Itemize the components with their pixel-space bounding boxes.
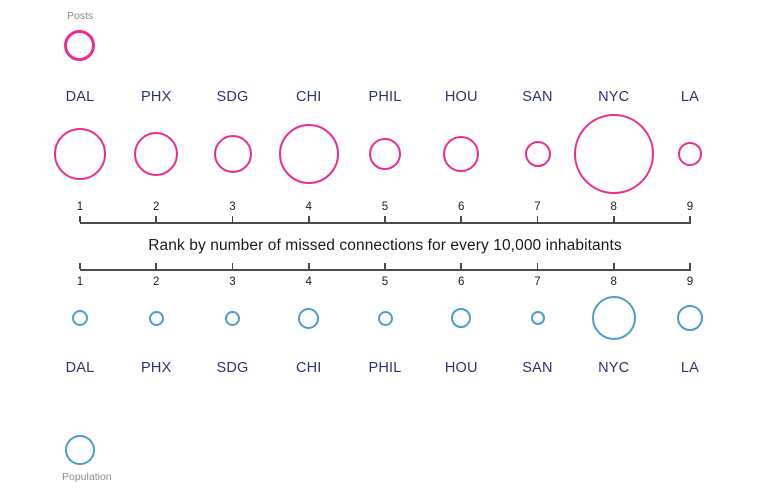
city-label-bottom-hou: HOU	[444, 360, 478, 376]
posts-bubble-phil	[369, 138, 401, 170]
bottom-axis-tick-2	[155, 263, 158, 269]
posts-legend-label: Posts	[67, 10, 94, 22]
bottom-axis-tick-1	[79, 263, 81, 269]
city-label-top-san: SAN	[522, 89, 553, 105]
city-label-bottom-sdg: SDG	[216, 360, 249, 376]
top-axis-tick-label-6: 6	[458, 201, 465, 213]
top-axis-tick-6	[460, 216, 463, 222]
city-label-bottom-phil: PHIL	[368, 360, 402, 376]
top-axis-tick-label-4: 4	[305, 201, 312, 213]
city-label-top-sdg: SDG	[216, 89, 249, 105]
city-label-top-chi: CHI	[295, 89, 322, 105]
city-label-top-dal: DAL	[65, 89, 95, 105]
bottom-axis-tick-4	[307, 263, 310, 269]
bottom-axis-tick-label-5: 5	[381, 276, 389, 288]
top-axis-tick-label-7: 7	[534, 201, 541, 213]
population-bubble-dal	[72, 310, 88, 326]
city-label-top-phil: PHIL	[368, 89, 402, 105]
population-bubble-chi	[298, 307, 320, 329]
bottom-axis-tick-5	[384, 263, 386, 269]
city-label-top-nyc: NYC	[598, 89, 630, 105]
top-axis-tick-label-2: 2	[153, 201, 160, 213]
population-bubble-sdg	[225, 310, 240, 326]
bottom-axis-tick-7	[536, 263, 539, 269]
top-axis-tick-2	[155, 216, 158, 222]
population-legend-label: Population	[62, 471, 112, 483]
top-axis-tick-label-5: 5	[381, 201, 389, 213]
top-axis-tick-9	[689, 216, 691, 222]
top-axis-tick-4	[307, 216, 310, 222]
posts-bubble-hou	[443, 136, 480, 172]
bottom-axis-tick-label-1: 1	[76, 276, 84, 288]
posts-bubble-la	[678, 142, 702, 166]
top-axis-tick-label-9: 9	[686, 201, 694, 213]
bottom-axis-tick-6	[460, 263, 463, 269]
bottom-axis-tick-label-2: 2	[153, 276, 160, 288]
population-bubble-san	[530, 311, 545, 325]
population-bubble-la	[677, 305, 703, 331]
bottom-axis-tick-label-7: 7	[534, 276, 541, 288]
city-label-bottom-phx: PHX	[141, 360, 172, 376]
bottom-axis-tick-label-9: 9	[686, 276, 694, 288]
posts-bubble-chi	[278, 124, 339, 184]
top-axis-line	[80, 222, 691, 224]
posts-bubble-phx	[134, 132, 179, 176]
city-label-bottom-nyc: NYC	[598, 360, 630, 376]
city-label-bottom-san: SAN	[522, 360, 553, 376]
bottom-axis-tick-8	[612, 263, 615, 269]
posts-bubble-nyc	[573, 114, 654, 194]
city-label-bottom-la: LA	[680, 360, 700, 376]
bottom-axis-tick-9	[689, 263, 691, 269]
city-label-top-hou: HOU	[444, 89, 478, 105]
top-axis-tick-7	[536, 216, 539, 222]
top-axis-tick-1	[79, 216, 81, 222]
top-axis-tick-8	[612, 216, 615, 222]
city-label-top-la: LA	[680, 89, 700, 105]
chart-title: Rank by number of missed connections for…	[148, 237, 622, 254]
bottom-axis-tick-label-6: 6	[458, 276, 465, 288]
population-legend-circle	[65, 435, 95, 465]
population-bubble-hou	[451, 308, 472, 328]
population-bubble-phx	[148, 310, 164, 326]
population-bubble-phil	[377, 310, 393, 326]
posts-bubble-dal	[54, 128, 106, 180]
bottom-axis-tick-label-4: 4	[305, 276, 312, 288]
top-axis-tick-label-1: 1	[76, 201, 84, 213]
posts-bubble-sdg	[213, 135, 252, 173]
population-bubble-nyc	[591, 296, 636, 340]
bottom-axis-tick-label-3: 3	[229, 276, 236, 288]
top-axis-tick-3	[231, 216, 234, 222]
top-axis-tick-5	[384, 216, 386, 222]
posts-bubble-san	[524, 141, 551, 167]
bottom-axis-tick-label-8: 8	[610, 276, 617, 288]
city-label-top-phx: PHX	[141, 89, 172, 105]
top-axis-tick-label-8: 8	[610, 201, 617, 213]
bottom-axis-tick-3	[231, 263, 234, 269]
city-label-bottom-dal: DAL	[65, 360, 95, 376]
bottom-axis-line	[80, 269, 691, 271]
city-label-bottom-chi: CHI	[295, 360, 322, 376]
top-axis-tick-label-3: 3	[229, 201, 236, 213]
posts-legend-circle	[64, 30, 95, 61]
